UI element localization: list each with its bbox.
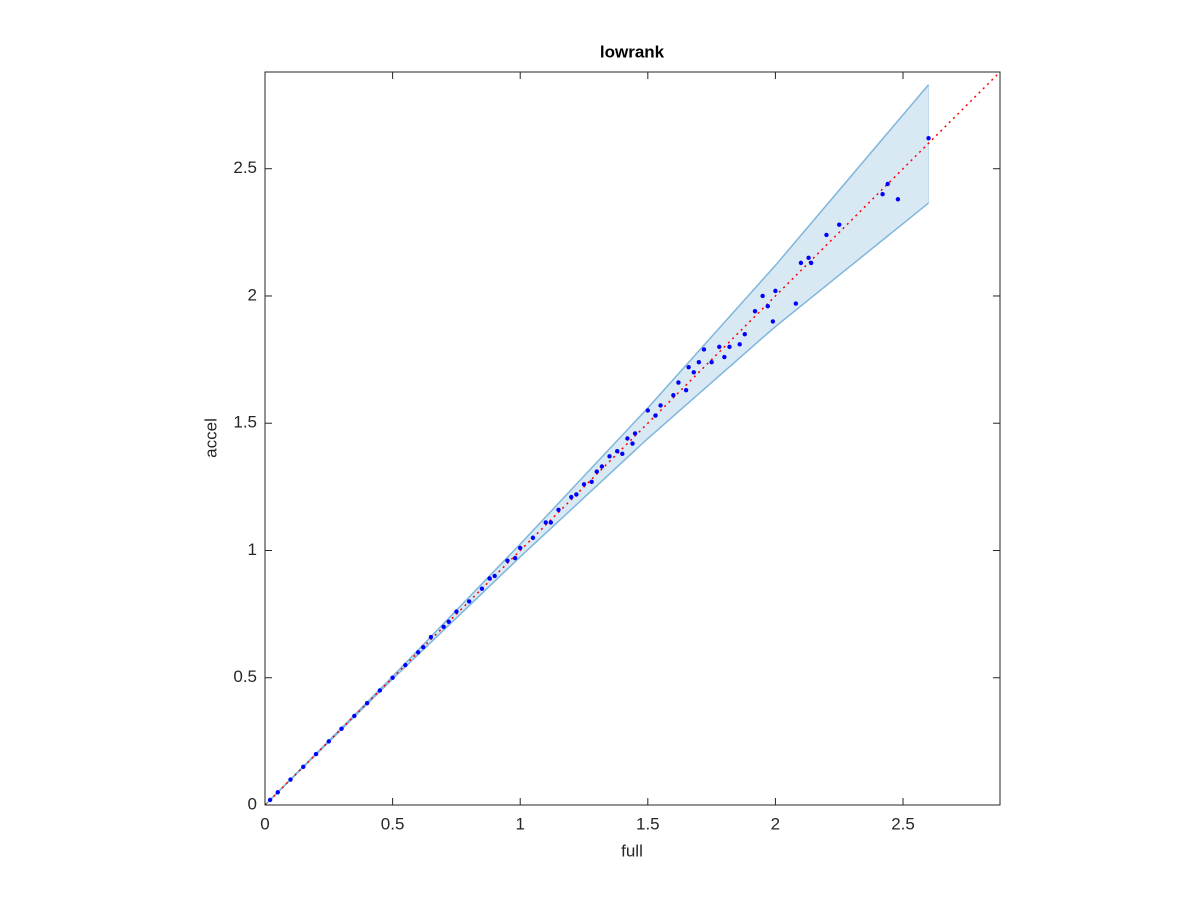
- point: [518, 545, 523, 551]
- point: [589, 479, 594, 484]
- point: [581, 482, 587, 487]
- point: [364, 700, 370, 706]
- point: [645, 408, 651, 413]
- point: [479, 586, 485, 591]
- point: [701, 347, 707, 352]
- point: [671, 393, 676, 398]
- point: [770, 319, 776, 324]
- x-tick-label: 0: [260, 814, 269, 833]
- point: [837, 222, 842, 227]
- y-axis-label: accel: [201, 418, 220, 458]
- point: [428, 634, 434, 640]
- point: [658, 403, 663, 408]
- reference-line: [264, 71, 1001, 806]
- point: [752, 309, 758, 314]
- point: [686, 365, 691, 370]
- x-tick-label: 0.5: [381, 814, 405, 833]
- point: [594, 469, 599, 474]
- point: [492, 573, 497, 579]
- point: [895, 197, 901, 202]
- x-tick-label: 1: [515, 814, 524, 833]
- x-tick-label: 1.5: [636, 814, 660, 833]
- point: [556, 507, 561, 512]
- point: [742, 331, 747, 337]
- point: [301, 764, 306, 770]
- point: [487, 576, 492, 581]
- y-tick-label: 2: [248, 285, 257, 304]
- point: [696, 359, 702, 365]
- point: [377, 688, 383, 693]
- y-tick-label: 1.5: [233, 413, 257, 432]
- point: [446, 619, 451, 624]
- point: [885, 181, 890, 187]
- point: [466, 599, 472, 604]
- y-tick-label: 2.5: [233, 158, 257, 177]
- y-tick-label: 0: [248, 794, 257, 813]
- point: [773, 288, 778, 294]
- point: [390, 675, 395, 680]
- point: [574, 492, 579, 497]
- point: [512, 555, 518, 561]
- point: [808, 260, 814, 266]
- point: [737, 342, 742, 347]
- y-tick-label: 1: [248, 540, 257, 559]
- point: [543, 520, 548, 525]
- point: [607, 454, 612, 459]
- point: [798, 260, 804, 266]
- point: [824, 232, 829, 238]
- point: [569, 494, 574, 500]
- point: [454, 609, 459, 614]
- point: [717, 344, 722, 350]
- point: [683, 387, 689, 393]
- point: [630, 441, 635, 446]
- point: [313, 751, 319, 757]
- point: [691, 370, 696, 375]
- band-edge: [264, 84, 930, 806]
- point: [326, 739, 332, 744]
- point: [352, 713, 357, 719]
- point: [339, 726, 344, 731]
- point: [548, 520, 554, 525]
- point: [727, 344, 732, 350]
- point: [275, 790, 280, 795]
- x-tick-label: 2: [771, 814, 780, 833]
- point: [709, 359, 714, 365]
- point: [620, 451, 625, 456]
- point: [760, 293, 765, 299]
- point: [765, 303, 770, 309]
- point: [880, 191, 885, 197]
- point: [793, 301, 799, 306]
- point: [415, 650, 421, 655]
- point: [676, 380, 681, 385]
- point: [421, 645, 426, 650]
- point: [530, 535, 536, 540]
- x-axis-label: full: [621, 841, 643, 860]
- point: [288, 777, 293, 782]
- point: [267, 797, 273, 803]
- point: [441, 624, 446, 630]
- point: [653, 413, 658, 418]
- point: [403, 662, 408, 668]
- chart-title: lowrank: [600, 42, 665, 61]
- point: [722, 354, 727, 360]
- point: [599, 464, 605, 469]
- y-tick-label: 0.5: [233, 667, 257, 686]
- x-tick-label: 2.5: [891, 814, 915, 833]
- point: [632, 431, 638, 436]
- band-edge: [264, 202, 930, 806]
- point: [505, 558, 510, 563]
- point: [926, 135, 931, 141]
- point: [806, 255, 811, 260]
- axes-box: [264, 71, 1001, 806]
- point: [614, 449, 620, 454]
- point: [625, 436, 630, 441]
